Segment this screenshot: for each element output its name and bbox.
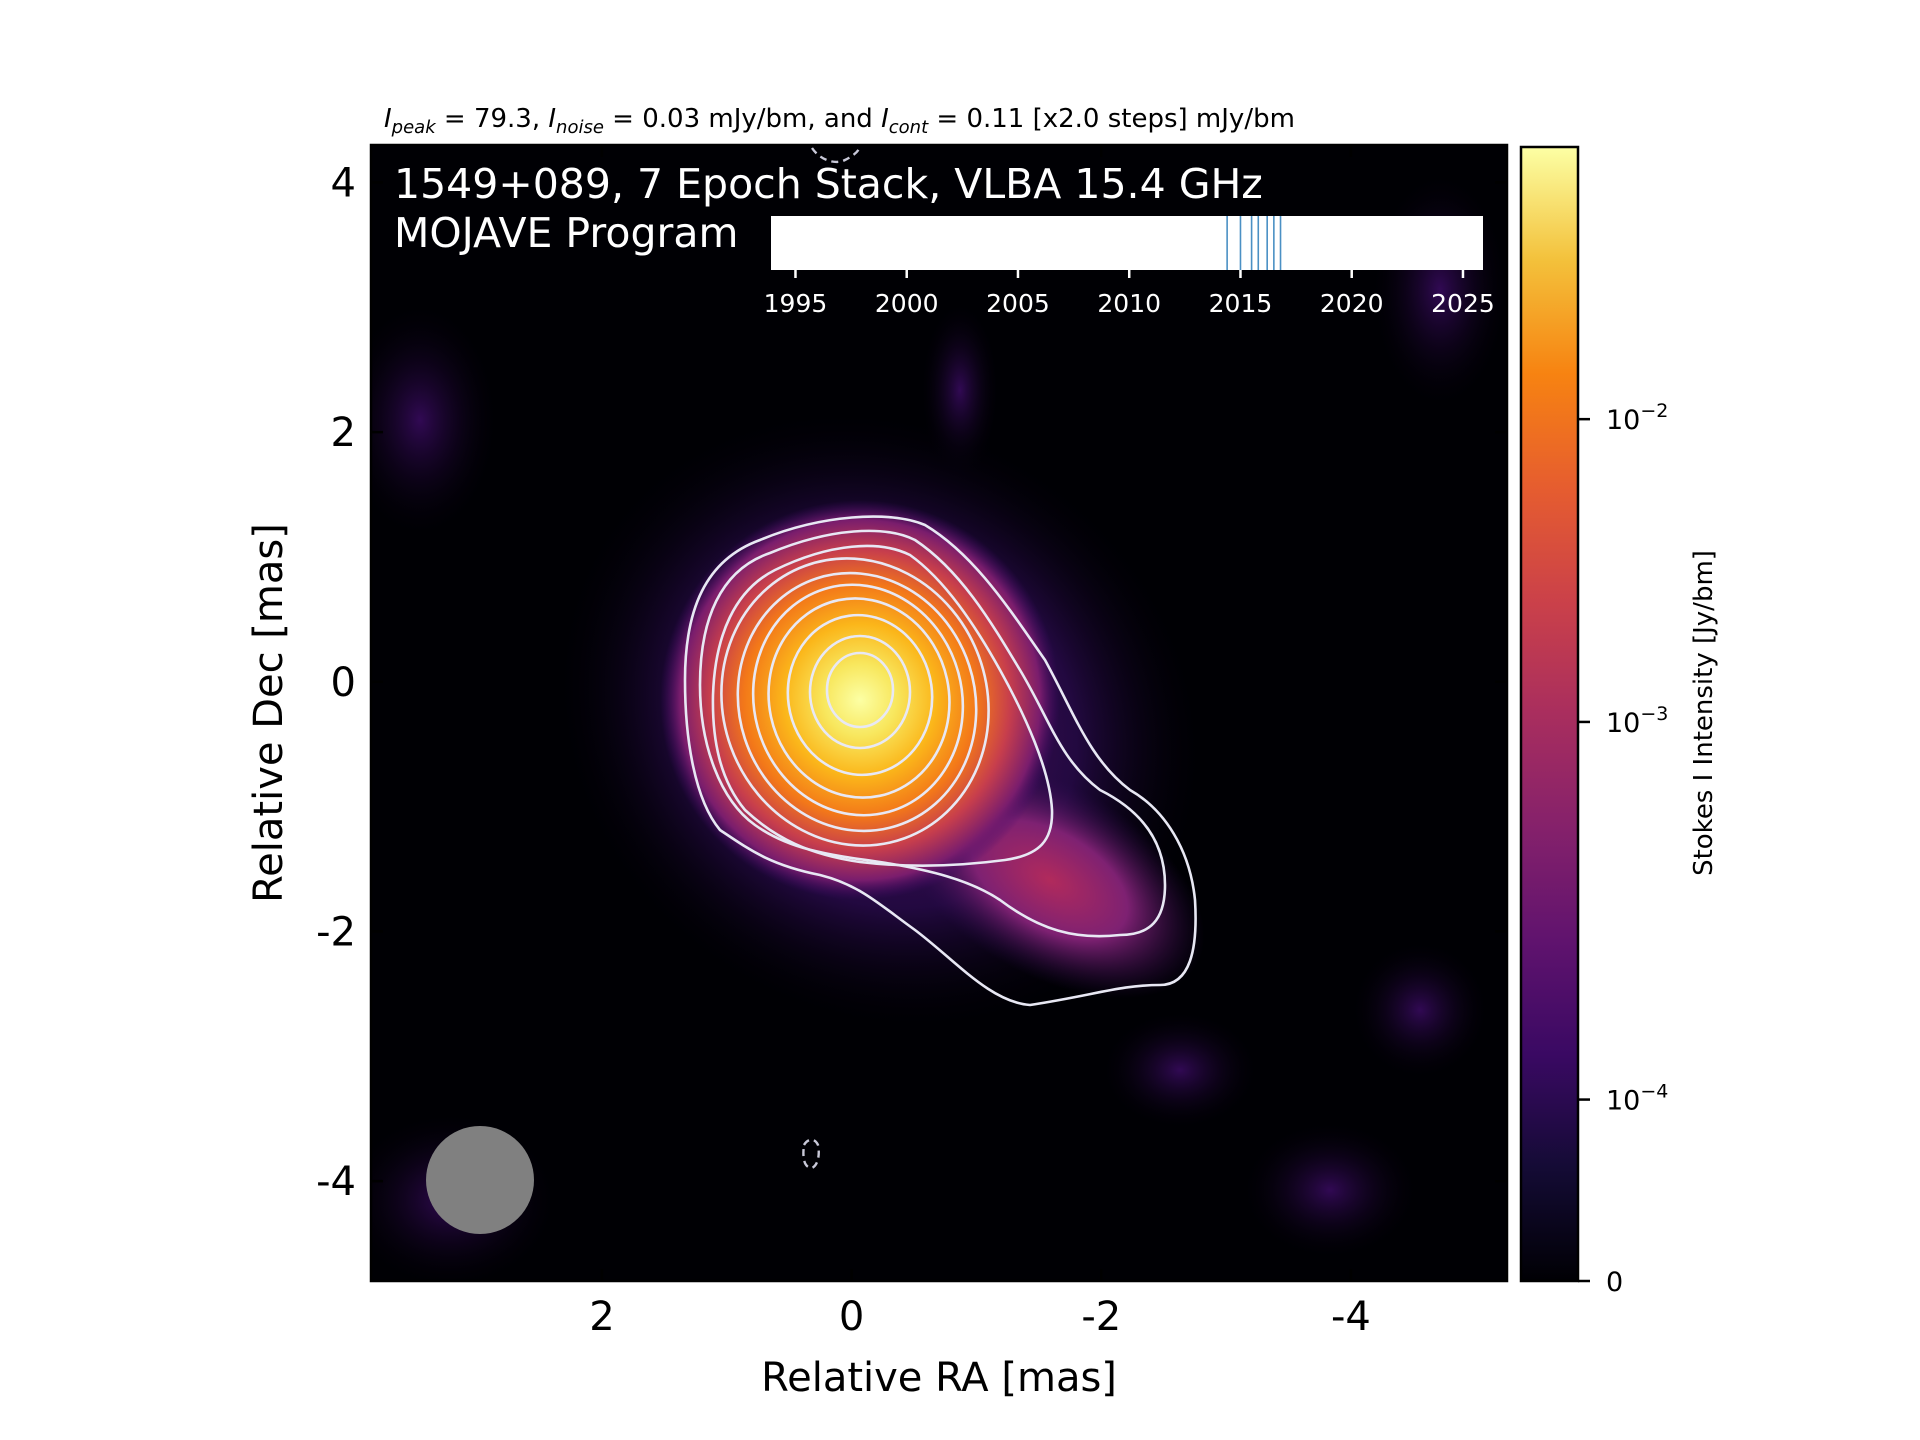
colorbar-tick-exp: −2	[1640, 400, 1668, 422]
contour-level-6	[751, 583, 965, 817]
core-emission	[660, 500, 1060, 900]
y-tick-label: 2	[331, 410, 356, 456]
y-axis-label: Relative Dec [mas]	[246, 523, 292, 903]
timeline-tick-label: 1995	[764, 289, 828, 318]
colorbar-tick-label: 10−4	[1606, 1081, 1668, 1117]
contour-level-8	[786, 613, 934, 777]
timeline-box	[771, 216, 1483, 270]
plot-frame	[369, 143, 1509, 1283]
colorbar-ticks: 010−410−310−2	[1578, 400, 1668, 1298]
contour-level-3	[711, 544, 1054, 867]
contour-level-2	[698, 529, 1167, 938]
chart-title-line2: MOJAVE Program	[394, 209, 738, 257]
negative-contours	[802, 145, 862, 1170]
contour-level-10	[825, 651, 895, 729]
x-axis-label: Relative RA [mas]	[761, 1355, 1117, 1401]
colorbar-gradient	[1519, 145, 1580, 1283]
contour-level-9	[808, 634, 912, 750]
noise-blob	[1100, 1010, 1260, 1130]
x-tick-label: 0	[839, 1294, 864, 1340]
y-tick-label: 0	[331, 660, 356, 706]
x-tick-label: 2	[589, 1294, 614, 1340]
timeline-tick-label: 2005	[986, 289, 1050, 318]
timeline-tick-label: 2010	[1097, 289, 1161, 318]
negative-contour	[811, 145, 862, 164]
contour-level-4	[720, 557, 990, 847]
timeline-tick-label: 2025	[1431, 289, 1495, 318]
colorbar-tick-exp: −3	[1640, 703, 1668, 725]
contour-level-5	[736, 571, 978, 833]
header-stats: Ipeak = 79.3, Inoise = 0.03 mJy/bm, and …	[384, 104, 1295, 138]
timeline-ticks: 1995 2000 2005 2010 2015 2020 2025	[764, 270, 1495, 318]
chart-title-line1: 1549+089, 7 Epoch Stack, VLBA 15.4 GHz	[394, 160, 1263, 208]
colorbar-tick-base: 10	[1606, 708, 1640, 739]
beam-ellipse	[426, 1126, 534, 1234]
colorbar: 010−410−310−2 Stokes I Intensity [Jy/bm]	[1519, 145, 1719, 1298]
colorbar-tick-base: 10	[1606, 1086, 1640, 1117]
timeline-tick-label: 2000	[875, 289, 939, 318]
colorbar-tick-exp: −4	[1640, 1081, 1668, 1103]
timeline-tick-label: 2015	[1209, 289, 1273, 318]
x-tick-label: -4	[1331, 1294, 1371, 1340]
colorbar-tick-base: 10	[1606, 405, 1640, 436]
intensity-image	[371, 145, 1507, 1281]
colorbar-tick-base: 0	[1606, 1267, 1623, 1298]
colorbar-label: Stokes I Intensity [Jy/bm]	[1689, 550, 1719, 876]
x-tick-label: -2	[1081, 1294, 1121, 1340]
contour-level-1	[683, 515, 1197, 1007]
y-tick-label: -4	[316, 1159, 356, 1205]
noise-blob	[371, 300, 500, 540]
x-axis-ticks: 2 0 -2 -4	[589, 145, 1371, 1340]
colorbar-tick-label: 0	[1606, 1267, 1623, 1298]
noise-blob	[1240, 1120, 1420, 1260]
colorbar-tick-label: 10−3	[1606, 703, 1668, 739]
contour-level-7	[767, 597, 951, 799]
y-axis-ticks: 4 2 0 -2 -4	[316, 160, 1507, 1205]
colorbar-tick-label: 10−2	[1606, 400, 1668, 436]
epoch-lines	[1226, 216, 1282, 270]
timeline-tick-label: 2020	[1320, 289, 1384, 318]
negative-contour	[802, 1138, 820, 1170]
epoch-timeline: 1995 2000 2005 2010 2015 2020 2025	[764, 216, 1495, 318]
contour-lines	[683, 515, 1197, 1007]
noise-blob	[1350, 940, 1490, 1080]
y-tick-label: -2	[316, 909, 356, 955]
y-tick-label: 4	[331, 160, 356, 206]
